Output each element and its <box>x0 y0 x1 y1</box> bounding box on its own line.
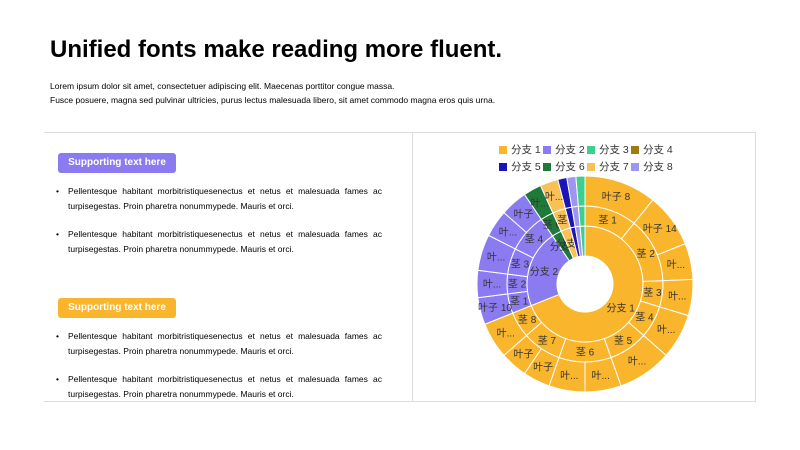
stem-label: 茎 1 <box>598 214 617 226</box>
sunburst-chart: 分支 1 分支 2 分支 3 分支 4 分支 5 分支 6 分支 7 分支 8 分支 1 茎 1… <box>413 133 755 401</box>
legend-swatch <box>587 163 595 171</box>
legend-label: 分支 8 <box>643 161 673 173</box>
bullet-text: Pellentesque habitant morbitristiquesene… <box>68 374 382 399</box>
stem-label: 茎 4 <box>525 234 544 246</box>
bullet-dot-icon: • <box>56 186 59 196</box>
bullet-dot-icon: • <box>56 229 59 239</box>
legend-swatch <box>587 146 595 154</box>
leaf-label: 叶子 8 <box>602 191 631 203</box>
stem-label: 茎 8 <box>518 314 537 326</box>
bullet-item: • Pellentesque habitant morbitristiquese… <box>56 372 382 402</box>
leaf-label: 叶子 <box>533 362 553 374</box>
leaf-label: 叶... <box>497 327 515 339</box>
branch-label: 分支 2 <box>530 266 559 278</box>
legend-label: 分支 5 <box>511 161 541 173</box>
legend-swatch <box>631 146 639 154</box>
page-description: Lorem ipsum dolor sit amet, consectetuer… <box>50 79 495 107</box>
legend-item: 分支 4 <box>631 142 673 157</box>
stem-label: 茎 3 <box>511 259 530 271</box>
legend-label: 分支 3 <box>599 144 629 156</box>
legend-label: 分支 6 <box>555 161 585 173</box>
leaf-label: 叶... <box>657 324 675 336</box>
stem-label: 茎 2 <box>637 248 656 260</box>
leaf-label: 叶... <box>628 356 646 368</box>
leaf-label: 叶... <box>668 290 686 302</box>
stem-label: 茎 7 <box>538 335 557 347</box>
leaf-label: 叶子 <box>514 209 534 221</box>
leaf-label: 叶... <box>560 370 578 382</box>
legend-swatch <box>499 163 507 171</box>
description-line-2: Fusce posuere, magna sed pulvinar ultric… <box>50 95 496 105</box>
sunburst-leaf <box>575 175 586 207</box>
stem-label: 茎 2 <box>508 279 527 291</box>
bullet-dot-icon: • <box>56 331 59 341</box>
page-title: Unified fonts make reading more fluent. <box>50 36 503 63</box>
legend-item: 分支 3 <box>587 142 629 157</box>
bullet-text: Pellentesque habitant morbitristiquesene… <box>68 331 382 356</box>
legend-label: 分支 7 <box>599 161 629 173</box>
divider-bottom <box>44 401 756 402</box>
leaf-label: 叶子 14 <box>643 223 677 235</box>
legend-item: 分支 2 <box>543 142 585 157</box>
bullet-item: • Pellentesque habitant morbitristiquese… <box>56 329 382 359</box>
legend-swatch <box>543 146 551 154</box>
legend-item: 分支 5 <box>499 159 541 174</box>
legend-label: 分支 1 <box>511 144 541 156</box>
bullet-dot-icon: • <box>56 374 59 384</box>
description-line-1: Lorem ipsum dolor sit amet, consectetuer… <box>50 81 395 91</box>
leaf-label: 叶... <box>545 191 563 203</box>
stem-label: 茎 <box>557 214 567 226</box>
sunburst-stem <box>577 205 586 227</box>
stem-label: 茎 6 <box>576 347 595 359</box>
leaf-label: 叶子 10 <box>478 302 512 314</box>
stem-label: 茎 4 <box>635 312 654 324</box>
legend-label: 分支 4 <box>643 144 673 156</box>
stem-label: 茎 1 <box>510 296 529 308</box>
leaf-label: 叶... <box>487 251 505 263</box>
legend-swatch <box>631 163 639 171</box>
legend-item: 分支 8 <box>631 159 673 174</box>
legend-label: 分支 2 <box>555 144 585 156</box>
bullet-item: • Pellentesque habitant morbitristiquese… <box>56 227 382 257</box>
legend-item: 分支 1 <box>499 142 541 157</box>
leaf-label: 叶... <box>530 197 548 209</box>
supporting-label-1: Supporting text here <box>58 153 176 173</box>
stem-label: 茎 3 <box>643 287 662 299</box>
stem-label: 茎 5 <box>614 335 633 347</box>
divider-top <box>44 132 756 133</box>
bullet-text: Pellentesque habitant morbitristiquesene… <box>68 229 382 254</box>
legend-item: 分支 7 <box>587 159 629 174</box>
leaf-label: 叶子 <box>514 348 534 360</box>
leaf-label: 叶... <box>499 226 517 238</box>
bullet-text: Pellentesque habitant morbitristiquesene… <box>68 186 382 211</box>
leaf-label: 叶... <box>667 259 685 271</box>
leaf-label: 叶... <box>483 279 501 291</box>
legend-item: 分支 6 <box>543 159 585 174</box>
bullet-item: • Pellentesque habitant morbitristiquese… <box>56 184 382 214</box>
sunburst-svg: 分支 1茎 1叶子 8茎 2叶子 14叶...茎 3 叶...茎 4叶...茎 5… <box>476 175 694 393</box>
branch-label: 分支 1 <box>606 303 635 315</box>
divider-right <box>755 132 756 402</box>
leaf-label: 叶... <box>592 370 610 382</box>
legend-swatch <box>543 163 551 171</box>
divider-vertical <box>412 132 413 402</box>
supporting-label-2: Supporting text here <box>58 298 176 318</box>
legend-swatch <box>499 146 507 154</box>
